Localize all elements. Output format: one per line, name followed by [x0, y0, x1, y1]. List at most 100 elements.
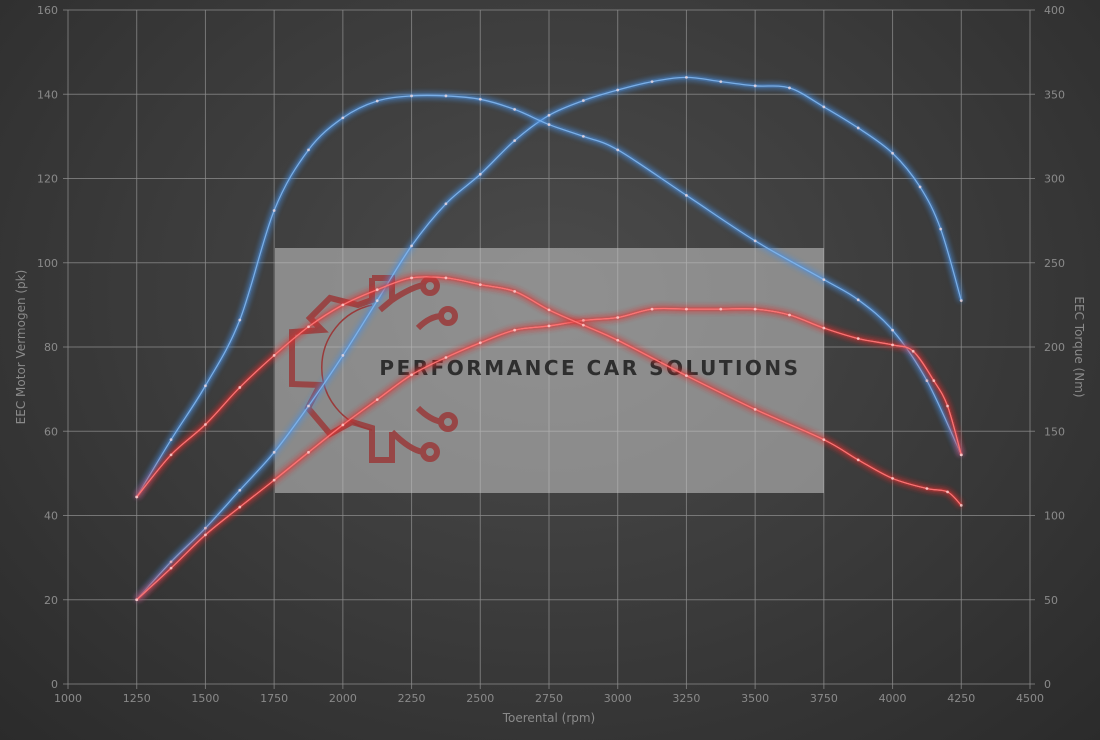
y-tick-label: 60 — [44, 425, 58, 438]
tuned-torque-series — [134, 93, 964, 499]
tuned-power-point — [650, 80, 654, 84]
stock-torque-point — [135, 495, 139, 499]
stock-power-point — [547, 324, 551, 328]
x-tick-label: 3500 — [741, 692, 769, 705]
y-tick-label: 140 — [37, 88, 58, 101]
stock-power-point — [444, 356, 448, 359]
tuned-torque-point — [272, 209, 276, 212]
x-tick-label: 2500 — [466, 692, 494, 705]
stock-torque-point — [444, 276, 448, 280]
tuned-power-point — [307, 404, 310, 408]
stock-torque-point — [959, 503, 963, 507]
y-tick-label: 0 — [51, 678, 58, 691]
tuned-torque-point — [478, 97, 482, 101]
tuned-torque-point — [444, 94, 448, 98]
stock-torque-point — [341, 303, 345, 307]
stock-power-point — [946, 404, 949, 408]
tuned-torque-point — [616, 148, 620, 152]
y2-tick-label: 350 — [1044, 88, 1065, 101]
x-tick-label: 4250 — [947, 692, 975, 705]
stock-power-point — [581, 319, 585, 322]
y-tick-label: 100 — [37, 257, 58, 270]
tuned-power-point — [410, 244, 413, 248]
tuned-torque-point — [238, 318, 242, 322]
y2-tick-label: 100 — [1044, 510, 1065, 523]
series-lines — [134, 75, 964, 602]
y2-tick-label: 200 — [1044, 341, 1065, 354]
stock-torque-series — [135, 274, 963, 507]
tuned-torque-point — [925, 379, 929, 383]
stock-power-point — [204, 533, 207, 537]
y-tick-label: 160 — [37, 4, 58, 17]
stock-power-point — [307, 450, 310, 454]
tuned-torque-point — [685, 193, 688, 197]
stock-torque-point — [169, 453, 173, 457]
x-tick-label: 2000 — [329, 692, 357, 705]
tuned-torque-point — [375, 99, 379, 103]
tuned-power-point — [959, 299, 963, 303]
stock-power-series — [135, 306, 964, 602]
stock-power-point — [410, 373, 413, 377]
stock-power-point — [788, 313, 791, 317]
tuned-power-point — [581, 99, 585, 102]
stock-torque-point — [616, 338, 620, 342]
stock-torque-point — [856, 458, 860, 462]
x-tick-label: 2250 — [398, 692, 426, 705]
tuned-power-point — [169, 560, 173, 564]
stock-power-point — [650, 307, 654, 311]
x-tick-label: 3750 — [810, 692, 838, 705]
tick-labels: 1000 1250 1500 1750 2000 2250 2500 2750 3000 3250… — [37, 4, 1065, 705]
tuned-torque-point — [204, 384, 207, 388]
tuned-power-series — [135, 75, 964, 602]
grid-lines — [63, 9, 1035, 689]
stock-power-point — [822, 326, 826, 330]
stock-power-point — [238, 505, 242, 509]
stock-power-point — [959, 453, 963, 457]
y2-tick-label: 50 — [1044, 594, 1058, 607]
stock-torque-point — [375, 288, 379, 292]
stock-torque-point — [307, 325, 310, 329]
y-tick-label: 80 — [44, 341, 58, 354]
tuned-power-point — [788, 86, 791, 90]
stock-torque-point — [891, 477, 894, 480]
x-tick-label: 1250 — [123, 692, 151, 705]
tuned-power-point — [238, 488, 242, 492]
stock-torque-line-core — [136, 276, 962, 506]
tuned-power-point — [444, 202, 448, 206]
stock-torque-point — [204, 423, 207, 426]
stock-power-point — [341, 423, 345, 427]
tuned-power-point — [478, 172, 482, 176]
tuned-power-point — [341, 354, 345, 357]
tuned-torque-point — [547, 123, 551, 126]
tuned-power-point — [939, 227, 943, 231]
x-tick-label: 4500 — [1016, 692, 1044, 705]
tuned-power-point — [513, 139, 517, 142]
y2-tick-label: 150 — [1044, 425, 1065, 438]
stock-torque-point — [410, 276, 413, 280]
stock-torque-point — [547, 308, 551, 312]
x-tick-label: 1500 — [191, 692, 219, 705]
stock-torque-point — [925, 487, 929, 490]
tuned-power-point — [719, 80, 723, 84]
y-tick-label: 40 — [44, 510, 58, 523]
x-axis-label: Toerental (rpm) — [502, 711, 595, 725]
stock-power-point — [478, 341, 482, 345]
stock-power-point — [169, 566, 173, 570]
y2-tick-label: 400 — [1044, 4, 1065, 17]
tuned-torque-point — [822, 278, 826, 281]
tuned-power-point — [616, 88, 620, 92]
stock-power-point — [856, 337, 860, 340]
stock-power-point — [932, 379, 936, 383]
x-tick-label: 4000 — [879, 692, 907, 705]
x-tick-label: 3000 — [604, 692, 632, 705]
tuned-torque-point — [341, 116, 345, 120]
y2-tick-label: 250 — [1044, 257, 1065, 270]
tuned-torque-point — [753, 239, 757, 243]
y2-axis-label: EEC Torque (Nm) — [1072, 296, 1086, 397]
tuned-power-point — [272, 450, 276, 454]
tuned-power-point — [375, 299, 379, 303]
stock-torque-point — [753, 407, 757, 411]
tuned-power-point — [822, 105, 826, 109]
stock-torque-point — [581, 323, 585, 327]
